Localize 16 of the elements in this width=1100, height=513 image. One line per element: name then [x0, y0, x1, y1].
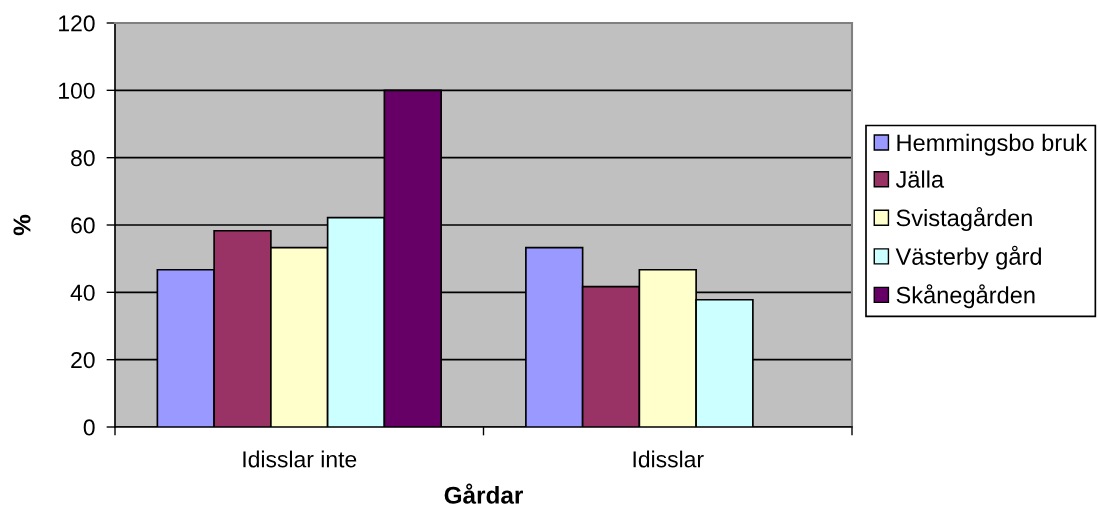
- legend-label: Svistagården: [896, 207, 1032, 231]
- legend-label: Skånegården: [896, 284, 1035, 309]
- x-tick-label: Idisslar: [633, 450, 704, 468]
- legend-label: Västerby gård: [895, 245, 1041, 270]
- y-tick-label: 120: [59, 15, 95, 32]
- y-tick-label: 80: [71, 149, 95, 167]
- y-tick-label: 60: [71, 217, 95, 234]
- x-axis-title: Gårdar: [444, 483, 523, 504]
- y-tick-label: 20: [71, 351, 95, 369]
- legend-label: Jälla: [895, 170, 945, 188]
- x-tick-label: Idisslar inte: [243, 450, 357, 468]
- legend-label: Hemmingsbo bruk: [897, 133, 1088, 156]
- y-tick-label: 0: [83, 419, 95, 436]
- y-tick-label: 100: [59, 82, 95, 99]
- y-axis-title: %: [13, 214, 31, 236]
- y-tick-label: 40: [70, 284, 95, 301]
